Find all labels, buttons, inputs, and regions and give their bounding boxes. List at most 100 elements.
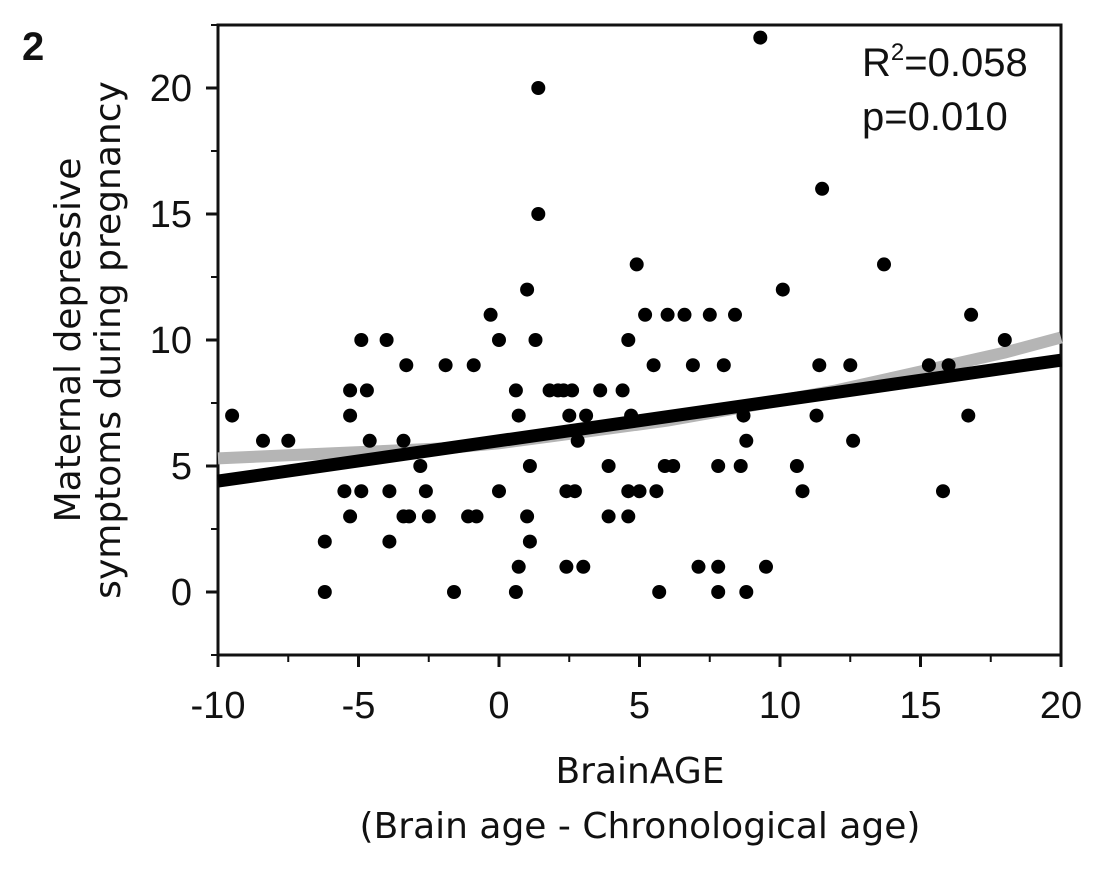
- data-point: [638, 307, 653, 322]
- data-point: [382, 534, 397, 549]
- data-point: [469, 509, 484, 524]
- data-point: [402, 509, 417, 524]
- data-point: [711, 459, 726, 473]
- p-value-text: p=0.010: [862, 95, 1008, 139]
- x-axis-title-line1: BrainAGE: [555, 751, 724, 792]
- data-point: [354, 333, 369, 347]
- data-point: [877, 257, 891, 272]
- x-tick-label: 20: [1040, 685, 1082, 727]
- data-point: [225, 408, 240, 423]
- x-axis-title-line2: (Brain age - Chronological age): [360, 806, 921, 847]
- data-point: [528, 333, 543, 347]
- data-point: [632, 484, 647, 499]
- x-tick-label: 10: [759, 685, 801, 727]
- data-point: [418, 484, 433, 499]
- data-point: [964, 307, 979, 322]
- y-axis-ticks: 0 5 10 15 20: [150, 24, 218, 656]
- data-point: [775, 282, 790, 297]
- data-point: [624, 408, 639, 423]
- data-point: [843, 358, 858, 373]
- data-point: [559, 559, 574, 574]
- data-point: [281, 433, 296, 448]
- data-point: [997, 333, 1012, 347]
- data-point: [666, 459, 681, 473]
- data-point: [660, 307, 675, 322]
- data-point: [629, 257, 644, 272]
- data-point: [256, 433, 270, 448]
- data-point: [846, 433, 861, 448]
- data-point: [936, 484, 950, 499]
- data-point: [728, 307, 742, 322]
- data-point: [483, 307, 498, 322]
- data-point: [621, 509, 636, 524]
- data-point: [382, 484, 397, 499]
- data-point: [531, 207, 546, 221]
- data-point: [961, 408, 976, 423]
- y-tick-label: 15: [150, 194, 192, 236]
- data-point: [421, 509, 436, 524]
- data-point: [809, 408, 824, 423]
- data-point: [343, 383, 358, 398]
- data-point: [359, 383, 374, 398]
- data-point: [438, 358, 453, 373]
- data-point: [531, 81, 546, 95]
- data-point: [652, 585, 667, 599]
- linear-fit-line: [217, 353, 1062, 488]
- data-point: [921, 358, 936, 373]
- data-point: [354, 484, 369, 499]
- r-squared-value: =0.058: [904, 41, 1027, 85]
- data-point: [677, 307, 692, 322]
- data-point: [759, 559, 773, 574]
- data-point: [562, 408, 577, 423]
- data-point: [593, 383, 608, 398]
- y-tick-label: 20: [150, 68, 192, 110]
- data-point: [317, 534, 332, 549]
- smooth-fit-line: [217, 331, 1063, 465]
- data-point: [691, 559, 706, 574]
- x-tick-label: 0: [488, 685, 509, 727]
- r-squared-superscript: 2: [891, 39, 904, 66]
- data-point: [511, 408, 526, 423]
- x-tick-label: -5: [342, 685, 376, 727]
- data-point: [520, 509, 535, 524]
- data-point: [343, 408, 358, 423]
- data-point: [716, 358, 731, 373]
- data-point: [466, 358, 481, 373]
- data-point: [621, 333, 636, 347]
- data-point: [317, 585, 332, 599]
- data-point: [570, 433, 585, 448]
- panel-label: 2: [22, 25, 44, 69]
- r-squared-base: R: [862, 41, 891, 85]
- data-point: [399, 358, 414, 373]
- data-point: [685, 358, 700, 373]
- data-point: [601, 459, 616, 473]
- data-point: [941, 358, 956, 373]
- data-point: [576, 559, 591, 574]
- data-point: [343, 509, 358, 524]
- x-tick-label: -10: [191, 685, 246, 727]
- r-squared-text: R2=0.058: [862, 39, 1028, 85]
- data-point: [601, 509, 616, 524]
- data-point: [362, 433, 377, 448]
- data-point: [511, 559, 526, 574]
- data-point: [522, 459, 537, 473]
- data-point: [736, 408, 751, 423]
- data-point: [522, 534, 537, 549]
- y-tick-label: 5: [171, 446, 192, 488]
- data-point: [733, 459, 748, 473]
- data-point: [492, 333, 506, 347]
- data-point: [649, 484, 664, 499]
- data-points: [225, 30, 1012, 599]
- data-point: [646, 358, 661, 373]
- data-point: [508, 383, 523, 398]
- y-axis-title-line2: symptoms during pregnancy: [88, 81, 129, 599]
- x-axis-ticks: -10 -5 0 5 10 15 20: [191, 655, 1082, 727]
- y-tick-label: 10: [150, 320, 192, 362]
- data-point: [739, 585, 754, 599]
- data-point: [520, 282, 535, 297]
- data-point: [795, 484, 810, 499]
- data-point: [702, 307, 717, 322]
- data-point: [739, 433, 754, 448]
- data-point: [812, 358, 827, 373]
